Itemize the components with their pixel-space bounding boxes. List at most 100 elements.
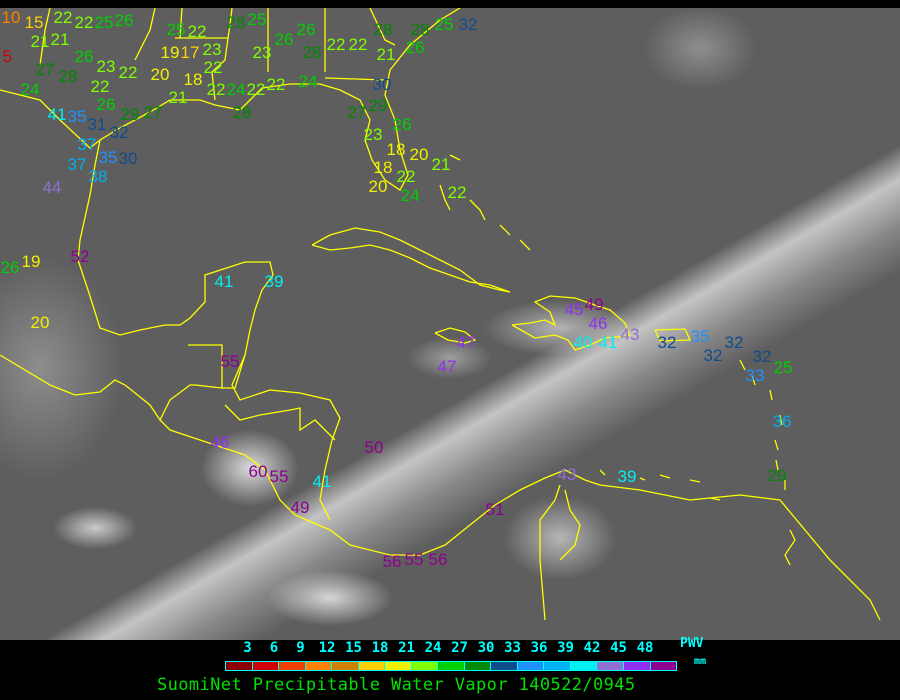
station-pwv-label: 25: [94, 12, 114, 32]
station-pwv-label: 23: [363, 124, 383, 144]
station-pwv-label: 35: [690, 326, 710, 346]
station-pwv-label: 19: [21, 251, 41, 271]
station-pwv-label: 21: [50, 29, 70, 49]
gulf-coast-us: [0, 8, 461, 191]
station-pwv-label: 41: [214, 271, 234, 291]
map-title: SuomiNet Precipitable Water Vapor 140522…: [157, 675, 636, 695]
station-pwv-label: 32: [724, 332, 744, 352]
station-pwv-label: 28: [58, 66, 78, 86]
station-pwv-label: 39: [617, 466, 637, 486]
legend-color-swatch: [252, 662, 280, 670]
station-pwv-label: 21: [168, 87, 188, 107]
legend-tick-label: 3: [243, 640, 252, 656]
station-pwv-label: 29: [767, 465, 787, 485]
station-pwv-label: 28: [232, 102, 252, 122]
station-pwv-label: 46: [210, 432, 230, 452]
station-pwv-label: 10: [1, 8, 21, 27]
mexico-coast: [77, 139, 341, 521]
station-pwv-label: 28: [410, 19, 430, 39]
station-pwv-label: 30: [372, 74, 392, 94]
legend-color-swatch: [385, 662, 412, 670]
puerto-rico: [654, 328, 691, 342]
station-pwv-label: 22: [447, 182, 467, 202]
station-pwv-label: 22: [90, 76, 110, 96]
legend-tick-label: 45: [610, 640, 627, 656]
station-pwv-label: 28: [373, 19, 393, 39]
station-pwv-label: 22: [187, 21, 207, 41]
station-pwv-label: 22: [396, 166, 416, 186]
station-pwv-label: 20: [368, 176, 388, 196]
station-pwv-label: 25: [773, 357, 793, 377]
legend-tick-label: 42: [583, 640, 601, 656]
legend-color-swatch: [491, 662, 518, 670]
station-pwv-label: 56: [382, 551, 402, 571]
station-pwv-label: 55: [404, 549, 424, 569]
station-pwv-label: 35: [98, 147, 118, 167]
station-pwv-label: 21: [376, 44, 396, 64]
station-pwv-label: 35: [67, 106, 87, 126]
legend-unit-label: mm: [694, 656, 707, 667]
station-pwv-label: 37: [77, 134, 97, 154]
station-pwv-label: 23: [96, 56, 116, 76]
station-pwv-label: 26: [274, 29, 294, 49]
station-pwv-label: 60: [248, 461, 268, 481]
station-pwv-label: 22: [348, 34, 368, 54]
station-pwv-label: 5: [2, 46, 12, 66]
legend-tick-label: 36: [530, 640, 548, 656]
station-pwv-label: 27: [347, 102, 367, 122]
station-pwv-label: 22: [118, 62, 138, 82]
station-pwv-label: 27: [143, 102, 163, 122]
bahamas: [439, 154, 531, 251]
station-pwv-label: 27: [35, 59, 55, 79]
station-pwv-label: 15: [24, 12, 44, 32]
station-pwv-label: 26: [96, 94, 116, 114]
station-pwv-label: 19: [160, 42, 180, 62]
station-pwv-label: 22: [266, 74, 286, 94]
station-pwv-label: 26: [405, 37, 425, 57]
cuba: [311, 227, 511, 293]
station-pwv-label: 33: [745, 365, 765, 385]
station-pwv-label: 32: [109, 122, 129, 142]
station-pwv-label: 51: [485, 499, 505, 519]
station-pwv-label: 55: [220, 351, 240, 371]
legend-tick-label: 48: [636, 640, 654, 656]
legend-color-swatch: [358, 662, 386, 670]
station-pwv-label: 18: [183, 69, 203, 89]
station-pwv-label: 47: [437, 356, 457, 376]
legend-color-swatch: [597, 662, 624, 670]
station-pwv-label: 49: [290, 497, 310, 517]
station-pwv-label: 24: [400, 185, 420, 205]
mexico-pacific-coast: [0, 354, 881, 621]
station-pwv-label: 21: [30, 31, 50, 51]
station-pwv-label: 23: [202, 39, 222, 59]
station-pwv-label: 30: [118, 148, 138, 168]
lesser-antilles: [739, 359, 796, 566]
legend-tick-label: 9: [296, 640, 305, 656]
station-pwv-label: 41: [312, 471, 332, 491]
station-pwv-label: 22: [74, 12, 94, 32]
legend-tick-label: 15: [345, 640, 362, 656]
legend-quantity-label: PWV: [680, 636, 704, 651]
station-pwv-label: 20: [150, 64, 170, 84]
station-pwv-label: 18: [386, 139, 406, 159]
station-pwv-label: 22: [203, 57, 223, 77]
station-pwv-label: 36: [772, 411, 792, 431]
legend-tick-label: 6: [269, 640, 279, 656]
station-pwv-label: 22: [326, 34, 346, 54]
station-pwv-label: 56: [428, 549, 448, 569]
south-america-borders: [539, 484, 581, 621]
station-pwv-label: 29: [368, 95, 388, 115]
station-pwv-label: 28: [226, 12, 246, 32]
station-pwv-label: 47: [456, 332, 476, 352]
station-pwv-label: 44: [42, 177, 62, 197]
station-pwv-label: 32: [458, 14, 478, 34]
station-pwv-label: 31: [87, 114, 107, 134]
legend-color-swatch: [464, 662, 492, 670]
station-pwv-label: 52: [70, 246, 90, 266]
state-borders: [39, 8, 396, 101]
station-pwv-label: 24: [20, 79, 40, 99]
legend-tick-label: 27: [451, 640, 468, 656]
coastlines-borders: [0, 8, 881, 621]
legend-tick-label: 12: [318, 640, 336, 656]
legend-tick-label: 24: [424, 640, 442, 656]
